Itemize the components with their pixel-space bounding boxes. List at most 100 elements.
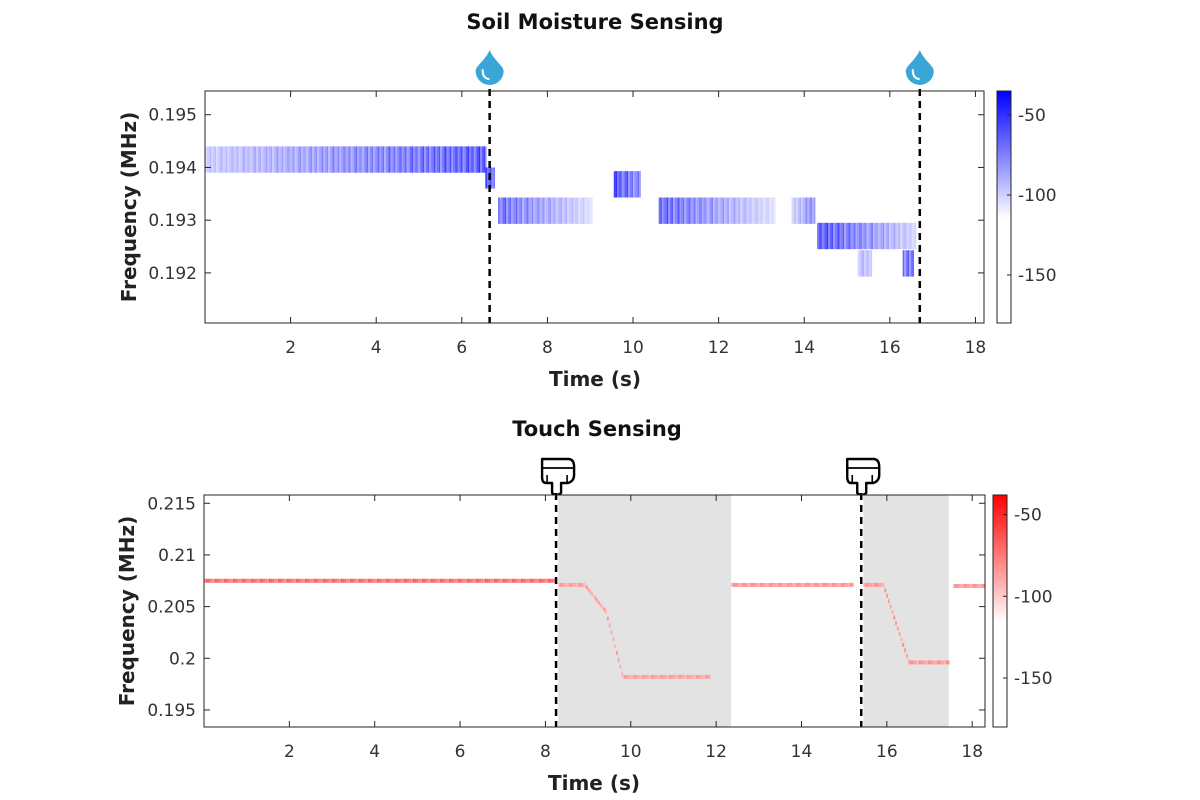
signal-cell <box>499 578 501 583</box>
signal-cell <box>544 578 546 583</box>
signal-cell <box>660 674 662 679</box>
signal-cell <box>206 146 209 173</box>
signal-cell <box>214 578 217 583</box>
signal-cell <box>830 582 832 587</box>
y-axis-label: Frequency (MHz) <box>117 112 141 303</box>
signal-cell <box>204 578 206 583</box>
signal-cell <box>452 578 455 583</box>
signal-cell <box>783 582 786 587</box>
signal-cell <box>772 582 775 587</box>
signal-cell <box>414 578 417 583</box>
signal-cell <box>969 583 971 588</box>
signal-cell <box>820 222 822 250</box>
signal-cell <box>636 171 638 198</box>
signal-cell <box>439 578 442 583</box>
signal-cell <box>563 197 566 224</box>
signal-cell <box>232 578 235 583</box>
signal-cell <box>608 623 611 628</box>
signal-cell <box>693 197 696 224</box>
signal-cell <box>730 197 733 224</box>
signal-cell <box>472 146 474 173</box>
signal-cell <box>378 578 381 583</box>
signal-cell <box>892 222 894 250</box>
signal-cell <box>333 146 335 173</box>
signal-cell <box>247 578 249 583</box>
signal-cell <box>510 578 512 583</box>
signal-cell <box>334 146 337 173</box>
signal-cell <box>745 197 747 224</box>
signal-segment <box>613 171 641 198</box>
event-lines <box>488 89 922 323</box>
signal-cell <box>499 197 502 224</box>
signal-cell <box>668 197 670 224</box>
signal-cell <box>325 146 327 173</box>
signal-cell <box>749 197 752 224</box>
signal-cell <box>479 578 482 583</box>
y-axis-ticks: 0.195 0.2 0.205 0.21 0.215 <box>147 494 985 721</box>
x-tick-label: 10 <box>622 338 644 358</box>
signal-cell <box>716 197 718 224</box>
signal-cell <box>219 146 221 173</box>
signal-cell <box>261 146 263 173</box>
signal-cell <box>818 222 821 250</box>
signal-cell <box>836 222 838 250</box>
signal-cell <box>353 578 356 583</box>
signal-cell <box>623 171 625 198</box>
signal-cell <box>413 146 415 173</box>
x-axis-ticks: 2 4 6 8 10 12 14 16 18 <box>285 91 986 358</box>
signal-cell <box>459 146 461 173</box>
signal-cell <box>571 197 574 224</box>
signal-cell <box>791 197 793 224</box>
signal-cell <box>725 197 728 224</box>
signal-trace <box>204 578 557 583</box>
signal-cell <box>804 582 807 587</box>
signal-cell <box>583 582 586 587</box>
signal-cell <box>514 197 516 224</box>
signal-cell <box>462 146 465 173</box>
signal-cell <box>671 197 674 224</box>
signal-cell <box>692 674 695 679</box>
colorbar-tick-label: -150 <box>1018 266 1057 286</box>
signal-cell <box>835 582 838 587</box>
signal-cell <box>510 197 513 224</box>
signal-cell <box>922 660 925 665</box>
signal-cell <box>317 146 319 173</box>
signal-cell <box>225 146 228 173</box>
signal-cell <box>801 582 804 587</box>
signal-cell <box>522 197 524 224</box>
signal-cell <box>554 197 556 224</box>
signal-segment <box>817 222 917 250</box>
signal-cell <box>301 578 303 583</box>
signal-cell <box>317 578 320 583</box>
signal-cell <box>376 146 378 173</box>
signal-cell <box>438 578 440 583</box>
signal-trace <box>558 582 711 679</box>
signal-cell <box>339 578 341 583</box>
signal-cell <box>435 146 437 173</box>
y-tick-label: 0.194 <box>148 158 197 178</box>
signal-cell <box>846 582 849 587</box>
signal-cell <box>326 578 329 583</box>
signal-cell <box>357 578 359 583</box>
signal-cell <box>761 582 764 587</box>
pointing-hand-icon <box>846 457 881 497</box>
signal-cell <box>432 146 434 173</box>
signal-cell <box>344 578 347 583</box>
signal-cell <box>339 146 341 173</box>
signal-cell <box>829 222 832 250</box>
signal-cell <box>620 171 622 198</box>
signal-cell <box>764 197 766 224</box>
signal-cell <box>324 578 327 583</box>
signal-cell <box>304 146 306 173</box>
signal-cell <box>361 146 364 173</box>
signal-cell <box>440 146 442 173</box>
signal-cell <box>536 197 539 224</box>
signal-cell <box>480 146 482 173</box>
signal-cell <box>417 146 420 173</box>
signal-cell <box>387 146 389 173</box>
signal-cell <box>451 146 453 173</box>
signal-cell <box>220 578 222 583</box>
signal-cell <box>900 222 902 250</box>
signal-cell <box>374 146 377 173</box>
signal-segment <box>857 250 873 277</box>
